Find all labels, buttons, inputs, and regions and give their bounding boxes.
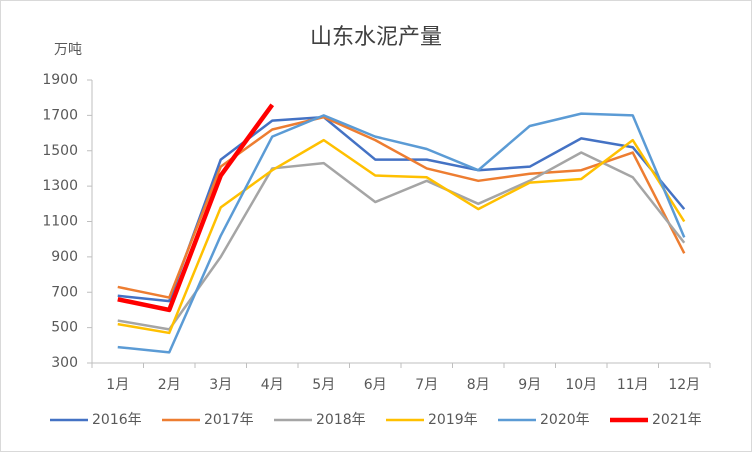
series-line xyxy=(117,138,686,335)
x-tick-label: 1月 xyxy=(106,377,129,393)
x-tick-label: 7月 xyxy=(415,377,438,393)
chart-title: 山东水泥产量 xyxy=(310,25,442,50)
legend-label: 2017年 xyxy=(204,412,254,428)
y-tick-label: 900 xyxy=(51,249,78,265)
y-tick-label: 1300 xyxy=(42,178,78,194)
x-tick-label: 12月 xyxy=(668,377,700,393)
series-line xyxy=(117,103,275,313)
legend-label: 2021年 xyxy=(652,412,702,428)
y-tick-label: 700 xyxy=(51,284,78,300)
series-line xyxy=(117,115,686,303)
legend-label: 2019年 xyxy=(428,412,478,428)
x-tick-label: 4月 xyxy=(261,377,284,393)
legend-label: 2016年 xyxy=(92,412,142,428)
x-tick-label: 2月 xyxy=(158,377,181,393)
series-line xyxy=(117,115,686,299)
series-line xyxy=(117,112,686,354)
y-tick-label: 500 xyxy=(51,320,78,336)
y-tick-label: 1500 xyxy=(42,143,78,159)
x-tick-label: 11月 xyxy=(617,377,649,393)
x-tick-label: 8月 xyxy=(467,377,490,393)
x-tick-label: 9月 xyxy=(518,377,541,393)
legend-label: 2020年 xyxy=(540,412,590,428)
y-axis-label: 万吨 xyxy=(54,42,82,58)
y-tick-label: 1100 xyxy=(42,214,78,230)
y-tick-label: 300 xyxy=(51,355,78,371)
x-tick-label: 3月 xyxy=(209,377,232,393)
x-tick-label: 6月 xyxy=(364,377,387,393)
x-tick-label: 5月 xyxy=(312,377,335,393)
y-tick-label: 1700 xyxy=(42,107,78,123)
x-tick-label: 10月 xyxy=(565,377,597,393)
series-line xyxy=(117,151,686,331)
legend-label: 2018年 xyxy=(316,412,366,428)
y-tick-label: 1900 xyxy=(42,72,78,88)
